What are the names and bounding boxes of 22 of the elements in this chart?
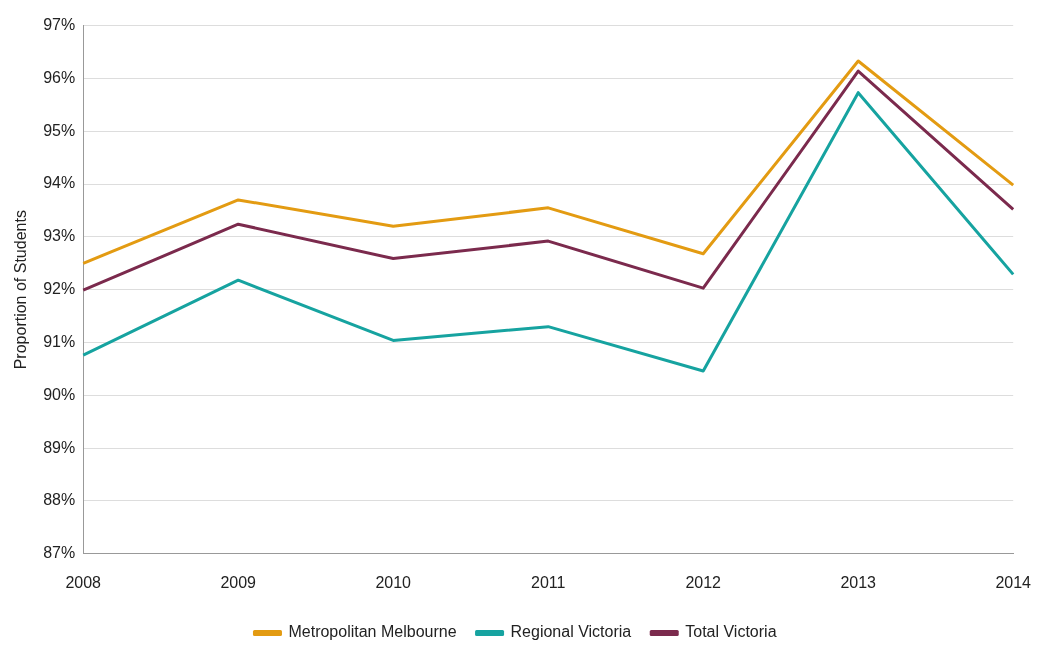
y-tick-label: 94% <box>43 174 76 192</box>
legend-label: Metropolitan Melbourne <box>288 623 457 641</box>
x-tick-label: 2012 <box>685 573 722 591</box>
legend-label: Regional Victoria <box>510 623 632 641</box>
y-axis-title: Proportion of Students <box>12 210 30 370</box>
y-tick-label: 95% <box>43 121 76 139</box>
y-tick-label: 91% <box>43 332 76 350</box>
y-tick-label: 88% <box>43 491 76 509</box>
x-tick-label: 2009 <box>220 573 257 591</box>
y-tick-label: 92% <box>43 280 76 298</box>
x-tick-label: 2014 <box>995 573 1032 591</box>
y-tick-label: 97% <box>43 16 76 34</box>
x-tick-label: 2011 <box>531 573 566 591</box>
y-tick-label: 96% <box>43 68 76 86</box>
x-tick-label: 2013 <box>840 573 877 591</box>
y-tick-label: 89% <box>43 438 76 456</box>
x-tick-label: 2008 <box>65 573 102 591</box>
y-tick-label: 93% <box>43 227 76 245</box>
y-tick-label: 87% <box>43 544 76 562</box>
legend-label: Total Victoria <box>685 623 777 641</box>
y-tick-label: 90% <box>43 385 76 403</box>
x-tick-label: 2010 <box>375 573 412 591</box>
